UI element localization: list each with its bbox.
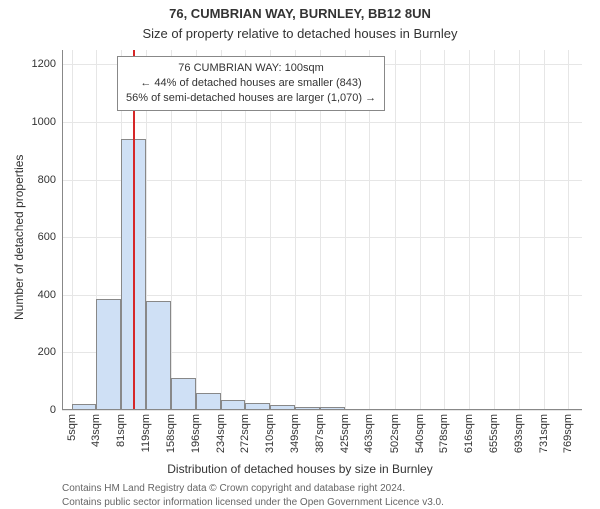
y-tick-label: 600 <box>38 231 62 243</box>
y-tick-label: 400 <box>38 289 62 301</box>
y-tick-label: 800 <box>38 174 62 186</box>
x-axis-line <box>62 409 582 410</box>
gridline-v <box>519 50 520 410</box>
gridline-v <box>420 50 421 410</box>
y-tick-label: 200 <box>38 346 62 358</box>
footnote-line-1: Contains HM Land Registry data © Crown c… <box>62 482 444 496</box>
y-tick-label: 0 <box>50 404 62 416</box>
y-axis-line <box>62 50 63 410</box>
x-axis-label: Distribution of detached houses by size … <box>0 462 600 476</box>
y-tick-label: 1200 <box>32 58 62 70</box>
footnote: Contains HM Land Registry data © Crown c… <box>62 482 444 509</box>
info-line-2: ← 44% of detached houses are smaller (84… <box>126 76 376 91</box>
histogram-bar <box>146 301 171 410</box>
footnote-line-2: Contains public sector information licen… <box>62 496 444 509</box>
page-subtitle: Size of property relative to detached ho… <box>0 26 600 41</box>
gridline-h <box>62 122 582 123</box>
gridline-v <box>469 50 470 410</box>
info-line-3: 56% of semi-detached houses are larger (… <box>126 91 376 106</box>
gridline-v <box>72 50 73 410</box>
gridline-v <box>494 50 495 410</box>
histogram-bar <box>196 393 221 410</box>
histogram-bar <box>171 378 196 410</box>
gridline-v <box>444 50 445 410</box>
gridline-v <box>568 50 569 410</box>
info-line-1: 76 CUMBRIAN WAY: 100sqm <box>126 61 376 76</box>
y-axis-label: Number of detached properties <box>12 155 26 320</box>
page-title: 76, CUMBRIAN WAY, BURNLEY, BB12 8UN <box>0 6 600 21</box>
gridline-v <box>395 50 396 410</box>
y-tick-label: 1000 <box>32 116 62 128</box>
gridline-v <box>544 50 545 410</box>
info-box: 76 CUMBRIAN WAY: 100sqm ← 44% of detache… <box>117 56 385 111</box>
histogram-bar <box>96 299 121 410</box>
